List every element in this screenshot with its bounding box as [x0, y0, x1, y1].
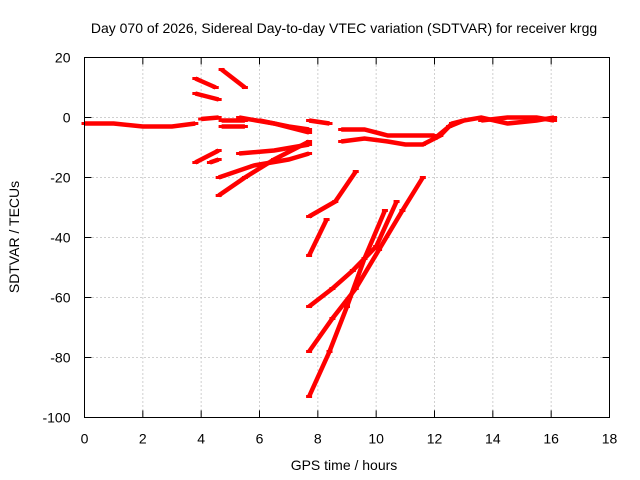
y-tick-label: 20	[55, 50, 71, 66]
series-arc-13	[215, 151, 313, 180]
axis-ticks: 0 2 4 6 8 10 12 14 16 18 -100 -80 -60 -40 -20 0 20	[42, 50, 617, 447]
series-line	[220, 67, 247, 90]
x-tick-label: 0	[81, 431, 89, 447]
series-arc-5	[198, 115, 222, 122]
series-arc-15	[306, 118, 333, 126]
series-arc-6	[192, 148, 222, 165]
y-tick-label: -40	[50, 230, 70, 246]
x-tick-label: 2	[139, 431, 147, 447]
series-arc-11	[256, 118, 313, 132]
series-arc-20	[306, 209, 388, 398]
series-arc-17	[306, 218, 330, 257]
series-arc-14	[236, 142, 313, 156]
y-tick-label: 0	[63, 110, 71, 126]
x-tick-label: 6	[256, 431, 264, 447]
plot-frame	[84, 57, 610, 418]
series-line	[307, 170, 358, 219]
series-line	[194, 91, 220, 102]
series-arc-22	[338, 118, 467, 147]
x-axis-label: GPS time / hours	[291, 457, 398, 473]
series-line	[217, 151, 310, 180]
series-arc-3	[192, 91, 222, 102]
series-arc-2	[192, 76, 219, 90]
y-axis-label: SDTVAR / TECUs	[6, 181, 22, 293]
series-arc-16	[306, 170, 359, 219]
x-tick-label: 8	[314, 431, 322, 447]
series-arc-19	[306, 176, 426, 353]
x-tick-label: 4	[197, 431, 205, 447]
series-line	[194, 148, 220, 165]
series-arc-18	[306, 200, 400, 309]
series-line	[308, 118, 330, 126]
series-arc-7	[206, 157, 222, 165]
series-line	[194, 76, 217, 90]
series-arc-4	[218, 67, 248, 90]
chart-title: Day 070 of 2026, Sidereal Day-to-day VTE…	[91, 20, 597, 36]
series-arc-21	[338, 127, 438, 138]
x-tick-label: 16	[543, 431, 559, 447]
y-tick-label: -20	[50, 170, 70, 186]
series-arc-23	[431, 115, 558, 141]
x-tick-label: 10	[368, 431, 384, 447]
series-line	[480, 115, 555, 123]
y-tick-label: -100	[42, 410, 70, 426]
x-tick-label: 12	[427, 431, 443, 447]
series-arc-1	[81, 121, 199, 129]
data-layer	[81, 67, 558, 398]
x-tick-label: 18	[602, 431, 618, 447]
series-line	[307, 209, 387, 398]
series-line	[217, 139, 311, 198]
y-tick-label: -60	[50, 290, 70, 306]
series-arc-24	[478, 115, 558, 123]
grid	[84, 57, 610, 418]
x-tick-label: 14	[485, 431, 501, 447]
y-tick-label: -80	[50, 350, 70, 366]
series-line	[307, 176, 425, 353]
series-line	[307, 218, 329, 257]
